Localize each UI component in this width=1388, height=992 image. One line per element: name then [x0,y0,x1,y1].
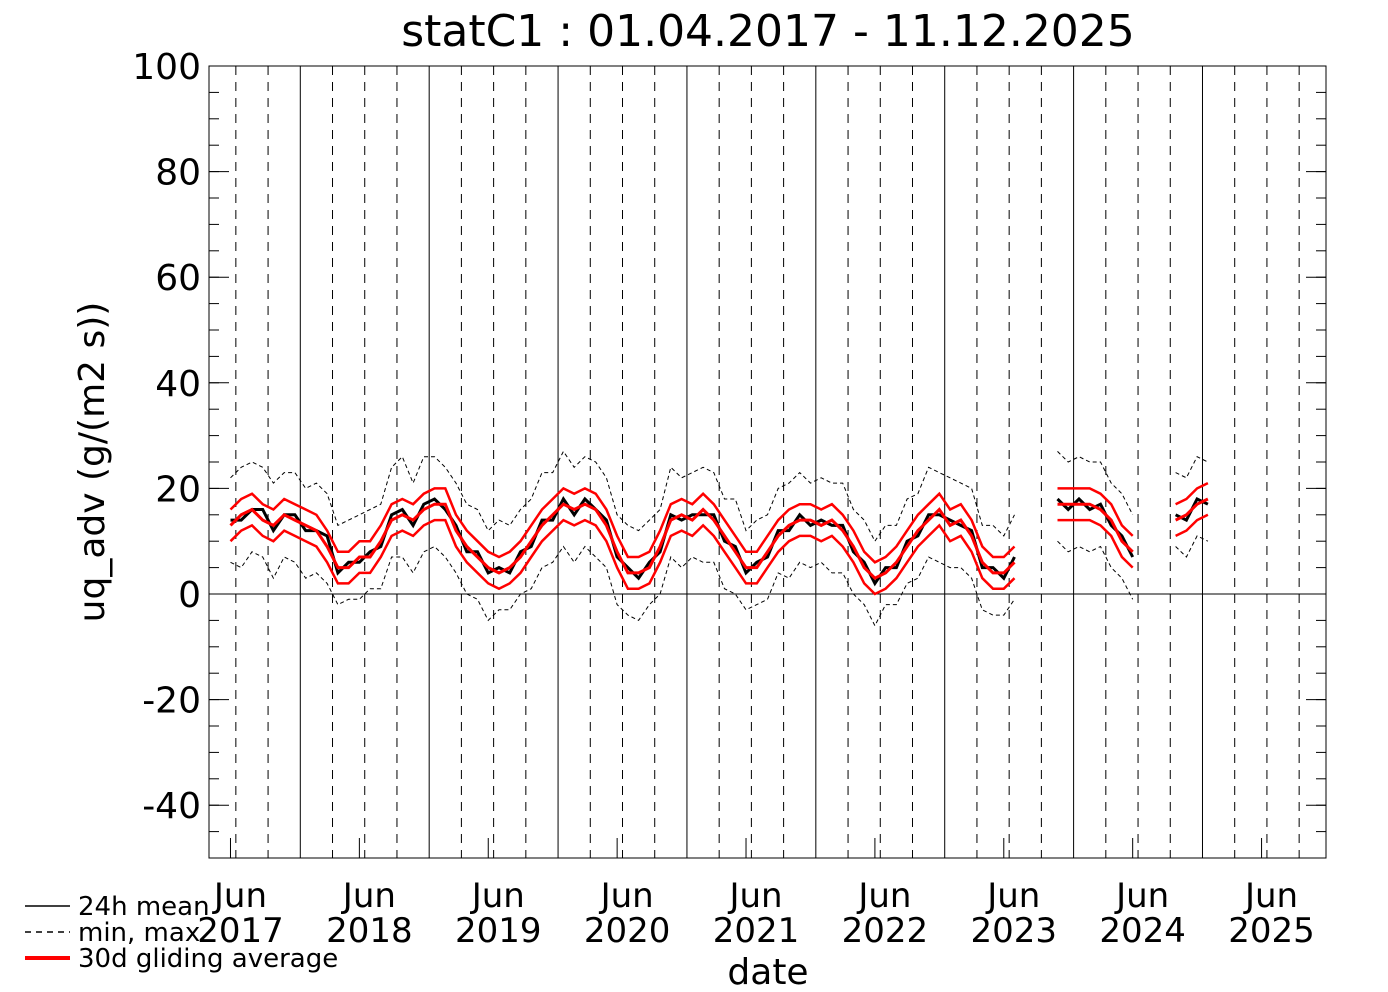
avg-line [1057,502,1134,553]
avg-lower-line [229,518,1016,596]
legend-label: 24h mean [78,892,210,922]
legend-label: 30d gliding average [78,944,338,974]
x-tick-label: 2020 [584,911,671,951]
y-tick-label: 80 [155,153,201,194]
min-line [1175,535,1209,558]
y-tick-label: 20 [155,469,201,510]
x-tick-label: Jun [599,876,654,916]
avg-line [229,502,1016,581]
avg-upper-line [229,486,1016,564]
x-tick-label: Jun [1114,876,1169,916]
x-axis-label: date [727,952,808,992]
avg-upper-line [1175,481,1209,506]
x-tick-label: Jun [856,876,911,916]
avg-lower-line [1057,518,1134,569]
y-tick-label: -20 [142,681,201,722]
y-tick-label: 0 [178,575,201,616]
avg-line [1174,497,1209,522]
x-tick-label: Jun [212,876,267,916]
x-tick-label: Jun [985,876,1040,916]
x-tick-label: 2025 [1228,911,1315,951]
y-tick-label: 40 [155,364,201,405]
min-line [230,545,1015,627]
x-tick-label: 2017 [197,911,284,951]
avg-lower-line [1175,513,1209,538]
x-tick-label: Jun [727,876,782,916]
max-line [1175,456,1209,479]
x-tick-label: 2024 [1099,911,1186,951]
x-tick-label: 2022 [842,911,929,951]
chart-title: statC1 : 01.04.2017 - 11.12.2025 [401,6,1135,57]
x-tick-label: Jun [470,876,525,916]
x-tick-label: 2018 [326,911,413,951]
y-tick-label: 100 [132,47,201,88]
max-line [1057,451,1134,516]
x-tick-label: 2019 [455,911,542,951]
x-tick-label: 2023 [971,911,1058,951]
y-axis-label: uq_adv (g/(m2 s)) [72,302,113,623]
plot-frame [208,65,1327,859]
max-line [230,450,1015,543]
y-tick-label: -40 [142,786,201,827]
legend-label: min, max [78,918,200,948]
x-tick-label: 2021 [713,911,800,951]
x-tick-label: Jun [1243,876,1298,916]
x-tick-label: Jun [341,876,396,916]
y-tick-label: 60 [155,258,201,299]
min-line [1057,540,1134,600]
avg-upper-line [1057,487,1134,537]
